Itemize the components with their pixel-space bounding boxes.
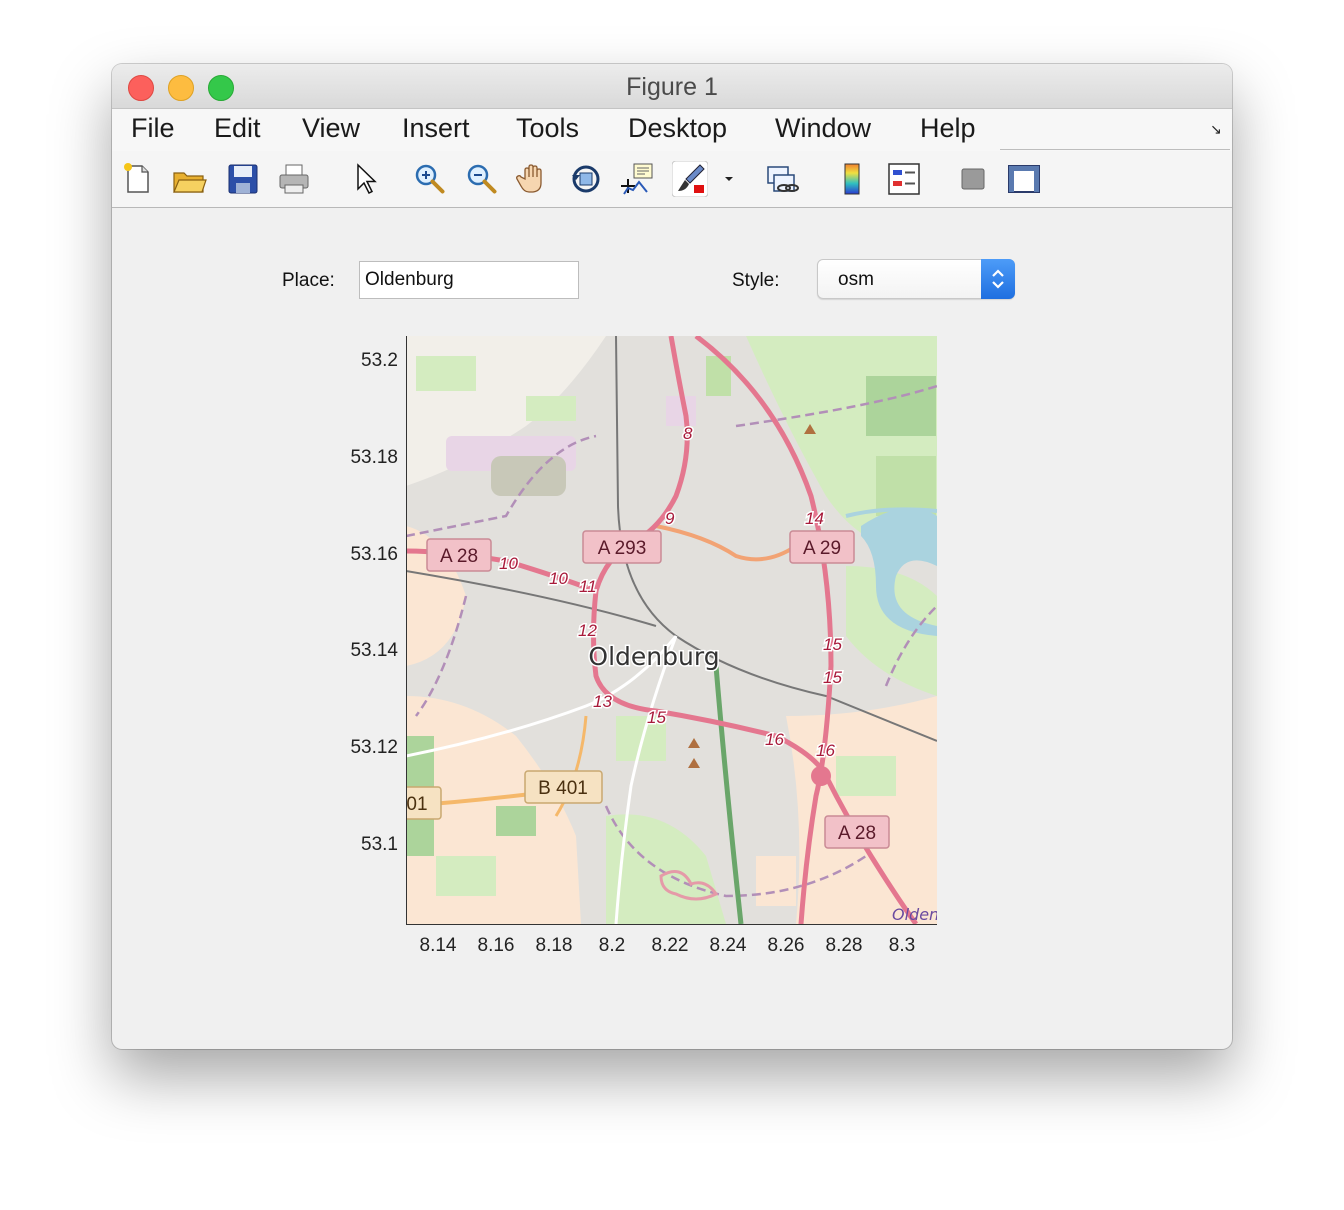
y-tick-label: 53.2 [361,350,398,371]
menu-tools[interactable]: Tools [516,113,580,143]
minimize-window-button[interactable] [168,75,194,101]
save-icon[interactable] [225,161,261,197]
title-bar[interactable]: Figure 1 [112,64,1232,109]
junction-number: 15 [823,668,842,687]
show-plot-tools-icon[interactable] [1006,161,1042,197]
undock-arrow-icon[interactable]: ↘ [1210,121,1222,137]
x-tick-label: 8.22 [651,935,689,956]
road-shield: 01 [406,786,442,820]
y-tick-label: 53.12 [350,737,398,758]
junction-number: 12 [578,621,597,640]
y-tick-label: 53.14 [350,640,398,661]
road-shield: A 28 [824,815,890,849]
close-window-button[interactable] [128,75,154,101]
map-city-label: Oldenburg [588,642,719,671]
menu-file[interactable]: File [131,113,175,143]
menu-window[interactable]: Window [775,113,872,143]
edit-plot-arrow-icon[interactable] [348,161,384,197]
y-axis-line [406,336,407,924]
figure-canvas: Place: Style: osm [112,208,1232,1049]
x-tick-label: 8.28 [825,935,863,956]
junction-number: 15 [647,708,666,727]
place-input[interactable] [359,261,579,299]
zoom-window-button[interactable] [208,75,234,101]
menu-view[interactable]: View [302,113,361,143]
x-axis-line [406,924,937,925]
rotate-3d-icon[interactable] [568,161,604,197]
junction-number: 11 [579,577,597,596]
menu-desktop[interactable]: Desktop [628,113,728,143]
window-title: Figure 1 [626,73,718,101]
menubar-separator [1000,149,1230,150]
select-stepper-icon[interactable] [981,259,1015,299]
pan-hand-icon[interactable] [516,161,552,197]
link-plot-icon[interactable] [764,161,800,197]
svg-text:A 28: A 28 [838,823,876,844]
x-tick-label: 8.24 [709,935,747,956]
place-label: Place: [282,270,335,291]
brush-icon[interactable] [672,161,708,197]
svg-text:01: 01 [406,794,427,815]
menu-bar: File Edit View Insert Tools Desktop Wind… [112,109,1232,151]
junction-number: 14 [805,509,824,528]
zoom-out-icon[interactable] [464,161,500,197]
junction-number: 10 [549,569,568,588]
x-tick-label: 8.26 [767,935,805,956]
y-tick-label: 53.18 [350,447,398,468]
style-label: Style: [732,270,780,291]
figure-toolbar [112,151,1232,208]
new-figure-icon[interactable] [120,161,156,197]
brush-dropdown-icon[interactable] [718,161,740,197]
y-tick-label: 53.1 [361,834,398,855]
road-shield: B 401 [524,770,603,804]
x-tick-label: 8.14 [419,935,457,956]
colorbar-icon[interactable] [834,161,870,197]
legend-icon[interactable] [886,161,922,197]
figure-window: Figure 1 File Edit View Insert Tools Des… [112,64,1232,1049]
junction-number: 16 [765,730,784,749]
x-tick-label: 8.2 [598,935,626,956]
junction-number: 8 [683,424,693,443]
junction-number: 9 [665,509,675,528]
svg-text:A 29: A 29 [803,538,841,559]
style-select[interactable]: osm [817,259,1015,299]
road-shield: A 293 [582,530,662,564]
junction-number: 15 [823,635,842,654]
svg-text:A 28: A 28 [440,546,478,567]
map-image[interactable]: A 28 A 293 A 29 B 401 01 [406,336,937,924]
junction-number: 10 [499,554,518,573]
road-shield: A 28 [426,538,492,572]
menu-help[interactable]: Help [920,113,976,143]
junction-number: 16 [816,741,835,760]
junction-number: 13 [593,692,612,711]
svg-text:B 401: B 401 [538,778,588,799]
menu-edit[interactable]: Edit [214,113,261,143]
map-attribution-fragment: Olden [892,905,937,924]
hide-plot-tools-icon[interactable] [955,161,991,197]
open-file-icon[interactable] [171,161,207,197]
svg-text:A 293: A 293 [598,538,647,559]
x-tick-label: 8.3 [888,935,916,956]
x-tick-label: 8.16 [477,935,515,956]
y-tick-label: 53.16 [350,544,398,565]
print-icon[interactable] [276,161,312,197]
menu-insert[interactable]: Insert [402,113,470,143]
road-shield: A 29 [789,530,855,564]
data-cursor-icon[interactable] [620,161,656,197]
x-tick-label: 8.18 [535,935,573,956]
zoom-in-icon[interactable] [412,161,448,197]
style-select-value: osm [838,269,874,290]
